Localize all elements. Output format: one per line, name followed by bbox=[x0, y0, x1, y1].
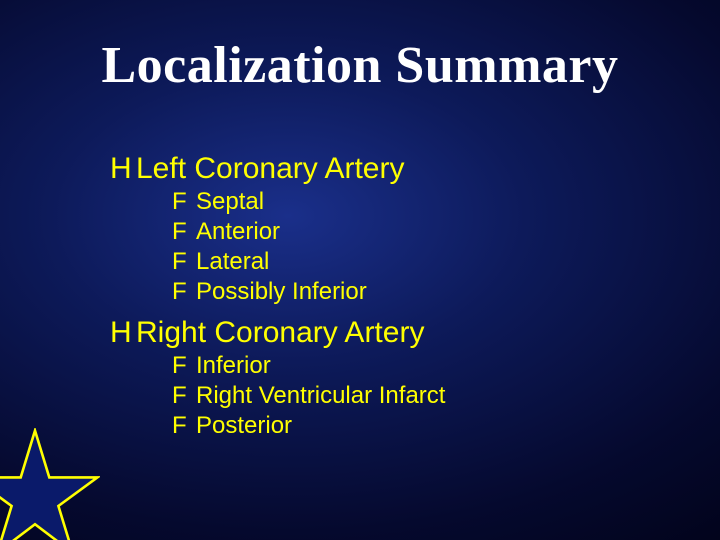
list-item-text: Possibly Inferior bbox=[196, 278, 367, 306]
bullet-level1-icon: H bbox=[110, 152, 136, 186]
list-item: F Lateral bbox=[172, 248, 680, 276]
list-item-text: Inferior bbox=[196, 352, 271, 380]
list-item: F Anterior bbox=[172, 218, 680, 246]
bullet-level1-icon: H bbox=[110, 316, 136, 350]
bullet-level2-icon: F bbox=[172, 412, 196, 440]
section-heading: H Left Coronary Artery bbox=[110, 152, 680, 186]
list-item: F Posterior bbox=[172, 412, 680, 440]
slide: Localization Summary H Left Coronary Art… bbox=[0, 0, 720, 540]
section-heading: H Right Coronary Artery bbox=[110, 316, 680, 350]
bullet-level2-icon: F bbox=[172, 352, 196, 380]
slide-title: Localization Summary bbox=[0, 36, 720, 95]
list-item-text: Lateral bbox=[196, 248, 269, 276]
bullet-level2-icon: F bbox=[172, 278, 196, 306]
star-icon bbox=[0, 428, 100, 540]
section-heading-text: Right Coronary Artery bbox=[136, 316, 424, 350]
list-item: F Right Ventricular Infarct bbox=[172, 382, 680, 410]
list-item-text: Posterior bbox=[196, 412, 292, 440]
list-item-text: Anterior bbox=[196, 218, 280, 246]
list-item-text: Septal bbox=[196, 188, 264, 216]
slide-content: H Left Coronary Artery F Septal F Anteri… bbox=[110, 148, 680, 442]
list-item: F Possibly Inferior bbox=[172, 278, 680, 306]
bullet-level2-icon: F bbox=[172, 218, 196, 246]
list-item: F Septal bbox=[172, 188, 680, 216]
section-heading-text: Left Coronary Artery bbox=[136, 152, 404, 186]
list-item-text: Right Ventricular Infarct bbox=[196, 382, 445, 410]
bullet-level2-icon: F bbox=[172, 382, 196, 410]
list-item: F Inferior bbox=[172, 352, 680, 380]
bullet-level2-icon: F bbox=[172, 248, 196, 276]
bullet-level2-icon: F bbox=[172, 188, 196, 216]
star-shape bbox=[0, 431, 97, 540]
